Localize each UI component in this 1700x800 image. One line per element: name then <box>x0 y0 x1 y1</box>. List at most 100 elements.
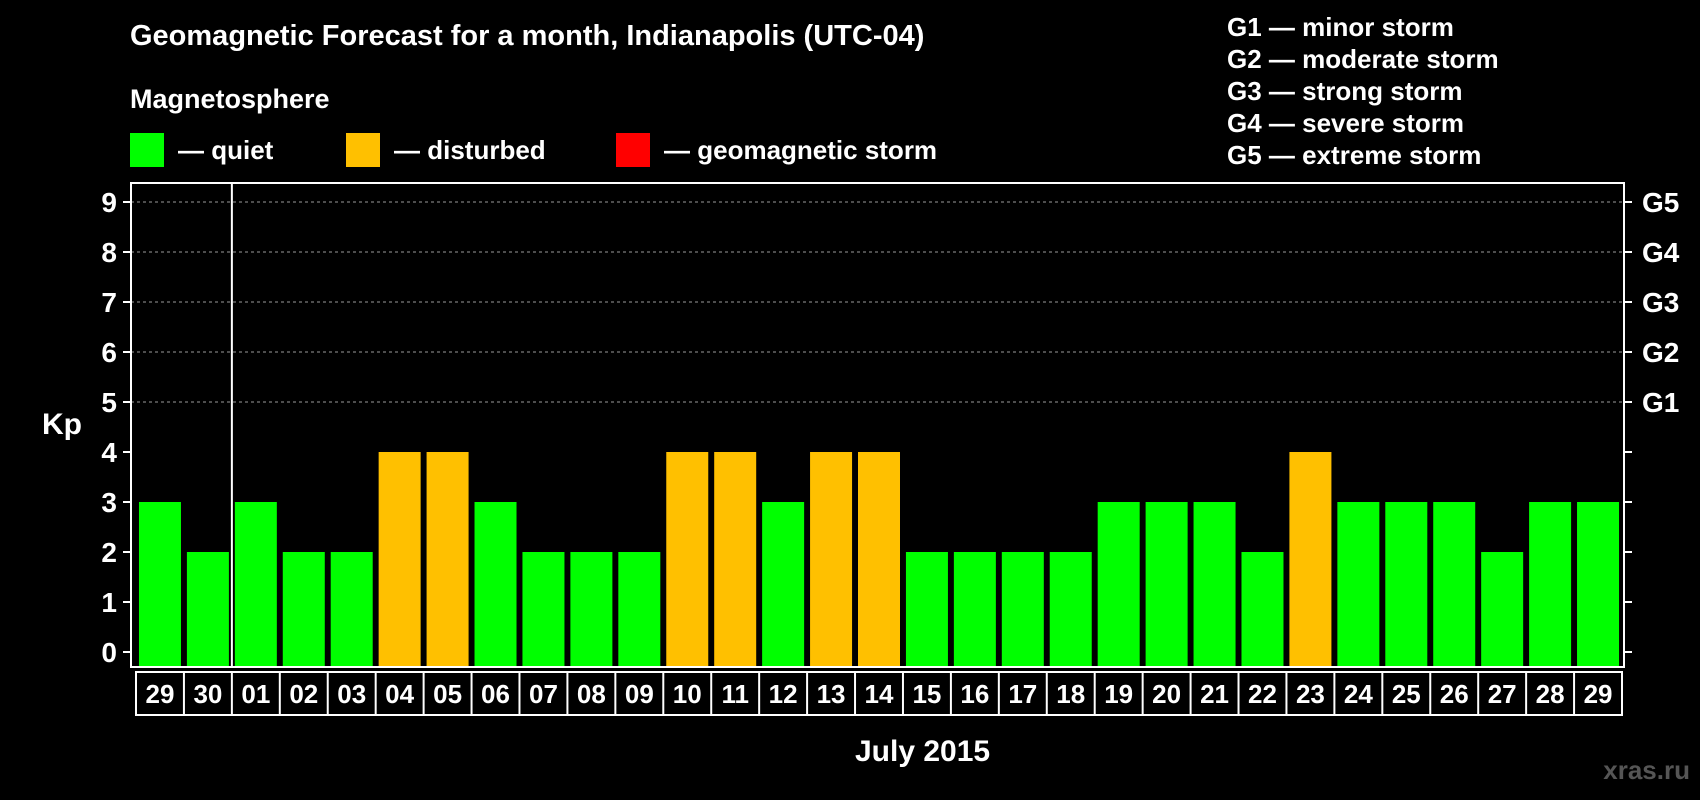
chart-subtitle: Magnetosphere <box>130 84 330 114</box>
y-tick-label-1: 1 <box>101 587 117 618</box>
legend-storm-swatch <box>616 133 650 167</box>
right-tick-label-G3: G3 <box>1642 287 1679 318</box>
x-tick-label-28-27: 27 <box>1488 679 1517 709</box>
storm-level-g2: G2 — moderate storm <box>1227 44 1499 74</box>
bar-18-17 <box>1001 552 1044 667</box>
x-tick-label-1-30: 30 <box>193 679 222 709</box>
bar-5-04 <box>378 452 421 667</box>
bar-11-10 <box>666 452 709 667</box>
plot-frame <box>130 182 1625 668</box>
bar-2-01 <box>234 502 277 667</box>
bar-27-26 <box>1433 502 1476 667</box>
x-tick-label-30-29: 29 <box>1584 679 1613 709</box>
bar-4-03 <box>330 552 373 667</box>
x-tick-label-23-22: 22 <box>1248 679 1277 709</box>
chart-title: Geomagnetic Forecast for a month, Indian… <box>130 20 925 52</box>
legend-quiet: — quiet <box>130 132 273 168</box>
x-tick-label-2-01: 01 <box>241 679 270 709</box>
y-tick-label-3: 3 <box>101 487 117 518</box>
right-tick-label-G4: G4 <box>1642 237 1680 268</box>
x-tick-label-5-04: 04 <box>385 679 414 709</box>
x-tick-label-15-14: 14 <box>865 679 894 709</box>
storm-level-g3: G3 — strong storm <box>1227 76 1463 106</box>
x-tick-label-29-28: 28 <box>1536 679 1565 709</box>
storm-level-g5: G5 — extreme storm <box>1227 140 1482 170</box>
x-tick-label-11-10: 10 <box>673 679 702 709</box>
y-tick-label-2: 2 <box>101 537 117 568</box>
bar-30-29 <box>1577 502 1620 667</box>
storm-level-list: G1 — minor storm G2 — moderate storm G3 … <box>1227 11 1499 171</box>
bar-17-16 <box>953 552 996 667</box>
y-tick-label-9: 9 <box>101 187 117 218</box>
legend-disturbed-label: — disturbed <box>394 134 546 165</box>
bar-15-14 <box>858 452 900 667</box>
bar-24-23 <box>1289 452 1332 667</box>
bar-29-28 <box>1529 502 1572 667</box>
x-tick-label-12-11: 11 <box>721 679 749 709</box>
x-tick-label-18-17: 17 <box>1008 679 1037 709</box>
bar-7-06 <box>474 502 517 667</box>
x-tick-label-3-02: 02 <box>289 679 318 709</box>
right-tick-label-G2: G2 <box>1642 337 1679 368</box>
x-tick-label-9-08: 08 <box>577 679 606 709</box>
bar-3-02 <box>282 552 325 667</box>
x-tick-label-13-12: 12 <box>769 679 798 709</box>
x-tick-label-16-15: 15 <box>912 679 941 709</box>
legend-disturbed-swatch <box>346 133 380 167</box>
legend-disturbed: — disturbed <box>346 132 546 168</box>
x-tick-label-8-07: 07 <box>529 679 558 709</box>
bar-8-07 <box>522 552 565 667</box>
x-tick-label-19-18: 18 <box>1056 679 1085 709</box>
bar-22-21 <box>1193 502 1236 667</box>
bar-16-15 <box>905 552 948 667</box>
y-tick-label-6: 6 <box>101 337 117 368</box>
bar-20-19 <box>1097 502 1140 667</box>
y-axis-label: Kp <box>42 408 82 441</box>
bar-6-05 <box>426 452 469 667</box>
bar-21-20 <box>1145 502 1188 667</box>
x-tick-label-20-19: 19 <box>1104 679 1133 709</box>
bar-0-29 <box>138 502 181 667</box>
bar-9-08 <box>570 552 613 667</box>
legend-storm: — geomagnetic storm <box>616 132 937 168</box>
x-tick-label-22-21: 21 <box>1200 679 1229 709</box>
x-axis-label: July 2015 <box>855 735 991 768</box>
bar-19-18 <box>1049 552 1092 667</box>
bar-10-09 <box>618 552 661 667</box>
x-tick-label-4-03: 03 <box>337 679 366 709</box>
storm-level-g4: G4 — severe storm <box>1227 108 1465 138</box>
x-tick-label-6-05: 05 <box>433 679 462 709</box>
x-tick-label-14-13: 13 <box>817 679 846 709</box>
bar-26-25 <box>1385 502 1428 667</box>
storm-level-g1: G1 — minor storm <box>1227 12 1454 42</box>
bar-25-24 <box>1337 502 1380 667</box>
y-tick-label-0: 0 <box>101 637 117 668</box>
x-tick-label-26-25: 25 <box>1392 679 1421 709</box>
bar-12-11 <box>714 452 757 667</box>
x-tick-label-10-09: 09 <box>625 679 654 709</box>
x-cells-frame <box>135 671 1623 716</box>
bar-14-13 <box>810 452 853 667</box>
bar-28-27 <box>1481 552 1524 667</box>
right-tick-label-G1: G1 <box>1642 387 1679 418</box>
bar-1-30 <box>186 552 229 667</box>
legend-storm-label: — geomagnetic storm <box>664 134 938 165</box>
x-tick-label-24-23: 23 <box>1296 679 1325 709</box>
y-tick-label-7: 7 <box>101 287 117 318</box>
y-tick-label-8: 8 <box>101 237 117 268</box>
x-tick-label-17-16: 16 <box>960 679 989 709</box>
bar-23-22 <box>1241 552 1284 667</box>
x-tick-label-0-29: 29 <box>146 679 175 709</box>
x-tick-label-25-24: 24 <box>1344 679 1373 709</box>
y-tick-label-4: 4 <box>101 437 117 468</box>
x-tick-label-21-20: 20 <box>1152 679 1181 709</box>
x-tick-label-7-06: 06 <box>481 679 510 709</box>
legend-quiet-label: — quiet <box>178 134 274 165</box>
right-tick-label-G5: G5 <box>1642 187 1679 218</box>
y-tick-label-5: 5 <box>101 387 117 418</box>
x-tick-label-27-26: 26 <box>1440 679 1469 709</box>
bar-13-12 <box>762 502 805 667</box>
watermark: xras.ru <box>1603 755 1690 785</box>
legend-quiet-swatch <box>130 133 164 167</box>
